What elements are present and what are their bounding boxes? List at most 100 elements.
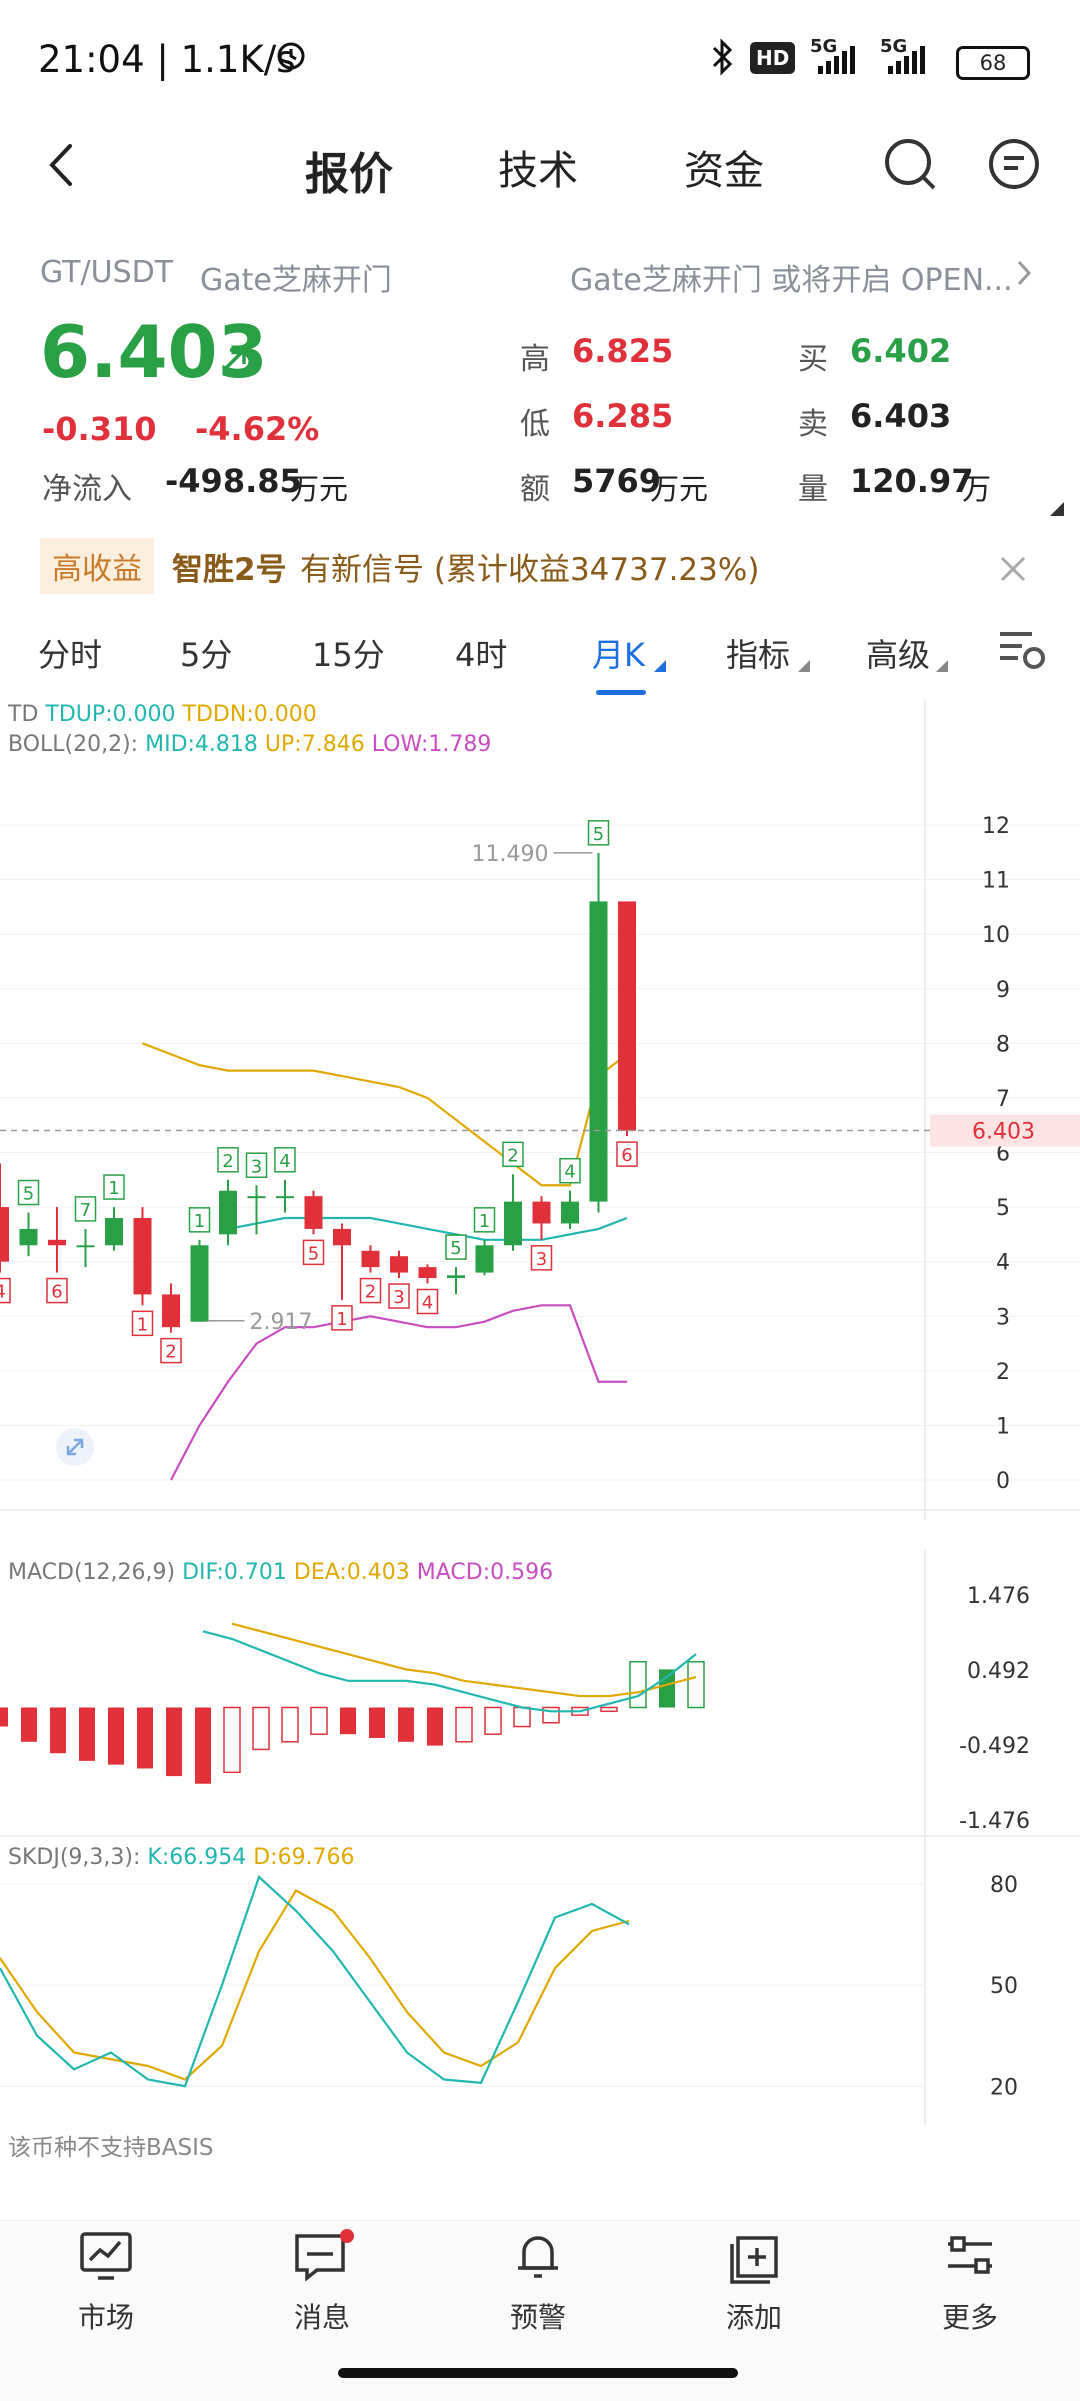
boll-low: LOW:1.789 (371, 732, 492, 757)
x-tick-label: 2024 (528, 1518, 587, 1520)
period-4h[interactable]: 4时 (455, 636, 508, 674)
macd-bar (369, 1707, 385, 1738)
td-marker-label: 6 (621, 1145, 632, 1166)
bottom-nav-alerts[interactable]: 预警 (468, 2228, 608, 2336)
add-icon (730, 2236, 778, 2284)
y-tick-label: -1.476 (959, 1809, 1030, 1834)
td-marker (530, 1245, 553, 1271)
y-tick-label: 3 (996, 1305, 1010, 1330)
y-tick-label: 5 (996, 1196, 1010, 1221)
td-marker-label: 3 (251, 1156, 262, 1177)
macd-bar (50, 1707, 66, 1754)
td-marker-label: 1 (336, 1309, 347, 1330)
bottom-nav-messages[interactable]: 消息 (252, 2228, 392, 2336)
bottom-nav-label: 添加 (725, 2301, 782, 2334)
y-tick-label: 10 (982, 923, 1010, 948)
amount-label: 额 (520, 472, 550, 507)
td-marker-label: 3 (393, 1287, 404, 1308)
search-icon[interactable] (880, 134, 940, 194)
bell-icon (518, 2236, 558, 2278)
chevron-right-icon[interactable] (1015, 258, 1033, 288)
skdj-chart[interactable]: 80 50 20 (0, 1840, 1080, 2125)
skdj-label: SKDJ(9,3,3): (8, 1845, 141, 1870)
tab-technical[interactable]: 技术 (498, 148, 578, 194)
macd-chart[interactable]: 1.476 0.492 -0.492 -1.476 (0, 1550, 1080, 1840)
y-tick-label: 20 (990, 2075, 1018, 2100)
candlestick-chart[interactable]: 1211109876543210202320242025456711212345… (0, 700, 1080, 1520)
td-marker-label: 1 (479, 1211, 490, 1232)
x-tick-label: 2025 (876, 1518, 935, 1520)
amount-value: 5769 (572, 462, 662, 500)
td-marker (388, 1283, 410, 1309)
high-label: 高 (520, 342, 550, 377)
td-marker-label: 4 (422, 1293, 433, 1314)
news-link[interactable]: Gate芝麻开门 或将开启 OPEN... (570, 263, 1013, 298)
close-icon[interactable] (998, 554, 1028, 584)
network-label-1: 5G (810, 36, 838, 57)
td-marker-label: 5 (308, 1243, 319, 1264)
td-marker (616, 1141, 638, 1167)
td-marker (217, 1147, 239, 1173)
candle-body (618, 901, 636, 1131)
period-monthly[interactable]: 月K (592, 636, 645, 674)
active-tab-indicator (596, 690, 646, 695)
td-marker-label: 2 (365, 1282, 376, 1303)
candle-body (276, 1196, 294, 1199)
buy-label: 买 (798, 342, 828, 377)
td-marker-label: 4 (279, 1151, 290, 1172)
candle-body (447, 1275, 465, 1279)
tab-quote[interactable]: 报价 (305, 149, 393, 200)
macd-bar (195, 1707, 211, 1784)
candle-body (561, 1201, 579, 1224)
period-15m[interactable]: 15分 (312, 636, 385, 674)
y-tick-label: 80 (990, 1873, 1018, 1898)
macd-bar (223, 1706, 241, 1774)
candle-body (162, 1294, 180, 1328)
y-tick-label: 11 (982, 869, 1010, 894)
candle-body (76, 1245, 95, 1248)
dropdown-corner-icon (654, 660, 666, 672)
buy-value: 6.402 (850, 332, 952, 370)
back-arrow-icon[interactable] (44, 140, 78, 190)
period-5m[interactable]: 5分 (180, 636, 233, 674)
candle-body (247, 1196, 266, 1199)
period-timeshare[interactable]: 分时 (38, 636, 103, 674)
battery-indicator: 68 (956, 46, 1030, 80)
macd-bar (21, 1707, 37, 1742)
boll-label: BOLL(20,2): (8, 732, 139, 757)
dropdown-corner-icon (798, 660, 810, 672)
tab-funds[interactable]: 资金 (684, 148, 764, 194)
dea-line (231, 1622, 697, 1698)
td-marker (359, 1277, 382, 1304)
y-tick-label: 1.476 (967, 1584, 1030, 1609)
td-up: TDUP:0.000 (45, 702, 176, 727)
boll-low-line (170, 1304, 627, 1481)
td-marker-label: 2 (507, 1145, 518, 1166)
period-indicators[interactable]: 指标 (726, 636, 791, 674)
strategy-name: 智胜2号 (172, 552, 287, 588)
bottom-nav-more[interactable]: 更多 (900, 2228, 1040, 2336)
td-marker-label: 3 (536, 1249, 547, 1270)
volume-value: 120.97 (850, 462, 974, 500)
macd-bar (687, 1661, 705, 1709)
td-indicator-line: TD TDUP:0.000 TDDN:0.000 (8, 702, 317, 727)
expand-corner-icon[interactable] (1050, 502, 1064, 516)
macd-bar (166, 1707, 182, 1777)
bottom-nav-market[interactable]: 市场 (36, 2228, 176, 2336)
candle-body (361, 1250, 380, 1268)
chat-icon[interactable] (984, 134, 1044, 194)
td-marker-label: 4 (564, 1162, 575, 1183)
chart-settings-icon[interactable] (998, 628, 1048, 672)
price-change: -0.310 (42, 410, 157, 448)
y-tick-label: 6 (996, 1142, 1010, 1167)
y-tick-label: 8 (996, 1032, 1010, 1057)
bottom-nav-add[interactable]: 添加 (684, 2228, 824, 2336)
td-marker-label: 7 (80, 1200, 91, 1221)
amount-unit: 万元 (650, 472, 709, 506)
td-marker (245, 1152, 268, 1178)
fullscreen-expand-icon[interactable] (56, 1428, 94, 1466)
high-yield-tag: 高收益 (40, 538, 154, 594)
macd-bar (310, 1706, 328, 1735)
macd-bar (513, 1706, 531, 1728)
period-advanced[interactable]: 高级 (866, 636, 931, 674)
